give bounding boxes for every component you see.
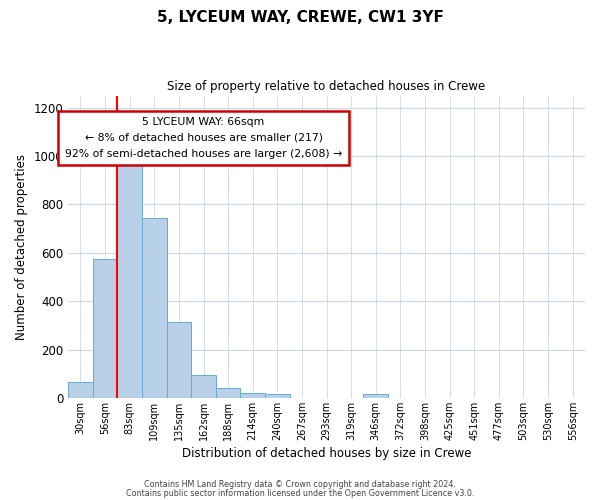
Bar (216, 388, 241, 398)
Bar (142, 218, 167, 398)
Title: Size of property relative to detached houses in Crewe: Size of property relative to detached ho… (167, 80, 486, 93)
Bar (93, 259, 118, 398)
Bar (364, 394, 388, 398)
Bar (241, 393, 265, 398)
Bar (167, 322, 191, 398)
Y-axis label: Number of detached properties: Number of detached properties (15, 154, 28, 340)
Bar (191, 375, 216, 398)
Bar (68, 382, 93, 398)
Bar (265, 394, 290, 398)
Text: 5 LYCEUM WAY: 66sqm
← 8% of detached houses are smaller (217)
92% of semi-detach: 5 LYCEUM WAY: 66sqm ← 8% of detached hou… (65, 118, 342, 158)
Text: Contains HM Land Registry data © Crown copyright and database right 2024.: Contains HM Land Registry data © Crown c… (144, 480, 456, 489)
Text: Contains public sector information licensed under the Open Government Licence v3: Contains public sector information licen… (126, 488, 474, 498)
X-axis label: Distribution of detached houses by size in Crewe: Distribution of detached houses by size … (182, 447, 472, 460)
Bar (118, 156, 142, 398)
Text: 5, LYCEUM WAY, CREWE, CW1 3YF: 5, LYCEUM WAY, CREWE, CW1 3YF (157, 10, 443, 25)
